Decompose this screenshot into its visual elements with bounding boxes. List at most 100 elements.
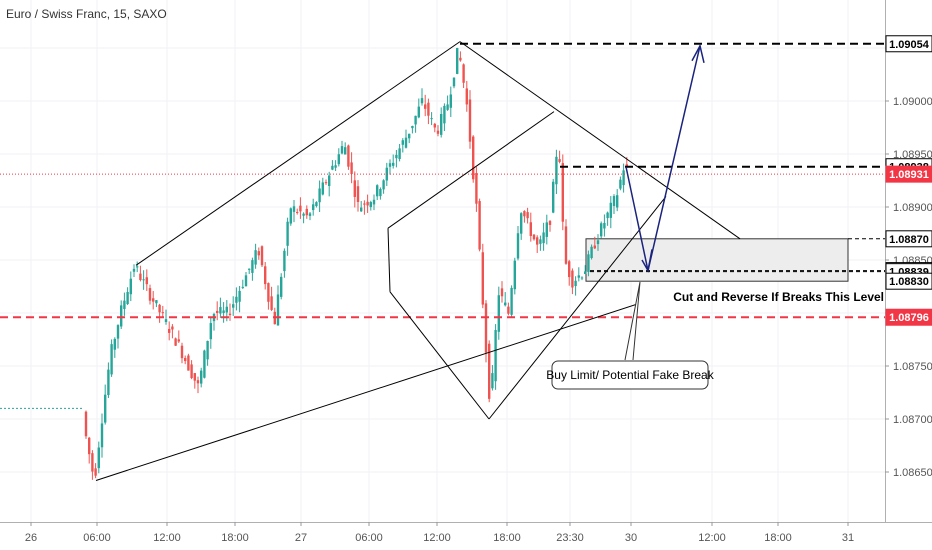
candle-body: [516, 233, 520, 259]
arrow-head-down: [641, 249, 653, 273]
candle-body: [507, 306, 510, 314]
candle-body: [382, 180, 385, 190]
candle-body: [548, 221, 552, 225]
candle-body: [97, 447, 100, 469]
candle-body: [104, 394, 107, 423]
candle-body: [520, 213, 523, 234]
candle-body: [513, 260, 516, 290]
candle-body: [328, 175, 331, 186]
candle-body: [238, 290, 241, 302]
candle-body: [574, 280, 577, 287]
callout-box: [551, 360, 709, 390]
candle-body: [417, 106, 420, 118]
candle-body: [344, 147, 347, 155]
candle-body: [494, 330, 497, 382]
candle-body: [529, 222, 532, 236]
candle-body: [270, 296, 273, 310]
candle-body: [142, 279, 145, 281]
candle-body: [340, 146, 344, 154]
candle-body: [462, 64, 465, 83]
candle-body: [376, 185, 379, 197]
candle-body: [110, 344, 113, 375]
candle-body: [184, 357, 187, 362]
candle-body: [196, 380, 200, 384]
buy-zone-rect: [585, 238, 849, 282]
candle-body: [436, 130, 440, 134]
candle-body: [500, 288, 504, 297]
candle-body: [232, 304, 235, 308]
candle-body: [523, 211, 526, 217]
y-tick-label: 1.08750: [893, 361, 932, 373]
candle-body: [132, 268, 136, 272]
price-level-tag: [885, 35, 932, 53]
candle-body: [305, 208, 308, 216]
candle-body: [315, 202, 318, 207]
candle-body: [484, 303, 488, 353]
x-tick-label: 30: [625, 532, 637, 544]
candle-body: [286, 221, 289, 246]
candle-body: [155, 300, 158, 304]
candle-body: [440, 113, 443, 135]
candle-body: [244, 275, 248, 287]
price-level-tag: [885, 272, 932, 290]
candle-body: [209, 323, 212, 340]
wedge-down-line: [389, 291, 490, 420]
candle-body: [552, 181, 555, 213]
x-tick-label: 18:00: [493, 532, 521, 544]
candle-body: [347, 145, 350, 167]
candle-body: [324, 182, 328, 184]
price-level-tag: [885, 308, 932, 326]
y-tick-label: 1.08950: [893, 149, 932, 161]
candle-body: [308, 213, 312, 216]
x-tick-label: 12:00: [153, 532, 181, 544]
candle-body: [129, 278, 132, 295]
candle-body: [468, 99, 472, 142]
candle-body: [561, 163, 564, 222]
candle-body: [481, 252, 484, 305]
candle-body: [187, 355, 190, 371]
candle-body: [504, 302, 507, 306]
price-level-tag: [885, 230, 932, 248]
chart-title: Euro / Swiss Franc, 15, SAXO: [6, 7, 167, 21]
x-tick-label: 18:00: [764, 532, 792, 544]
candle-body: [536, 237, 539, 245]
candle-body: [433, 123, 436, 128]
candle-body: [257, 251, 260, 256]
candle-body: [609, 202, 612, 218]
y-tick-label: 1.09100: [893, 0, 932, 2]
candle-body: [625, 164, 628, 167]
candle-body: [385, 167, 388, 181]
pattern-drawings: [95, 41, 741, 481]
candle-body: [219, 307, 222, 314]
candle-body: [452, 77, 456, 87]
candle-body: [526, 212, 529, 219]
candle-body: [356, 186, 360, 202]
candle-body: [497, 295, 500, 332]
candle-body: [222, 310, 225, 314]
candle-body: [555, 156, 558, 185]
candle-body: [107, 369, 110, 396]
candle-body: [312, 204, 315, 211]
candle-body: [353, 180, 356, 197]
candle-body: [593, 245, 596, 249]
candle-body: [145, 277, 148, 285]
channel-upper-line-a: [135, 41, 461, 266]
x-tick-label: 06:00: [355, 532, 383, 544]
candle-body: [318, 188, 321, 203]
candle-body: [596, 240, 600, 245]
candle-body: [590, 246, 593, 258]
candle-body: [216, 310, 219, 314]
candle-body: [116, 325, 120, 339]
candle-body: [360, 207, 363, 212]
x-tick-label: 23:30: [556, 532, 584, 544]
cut-reverse-label: Cut and Reverse If Breaks This Level: [673, 290, 884, 304]
candle-body: [600, 223, 603, 237]
x-tick-label: 12:00: [423, 532, 451, 544]
candle-body: [91, 453, 94, 472]
candle-body: [465, 88, 468, 105]
time-axis: 26 06:00 12:00 18:00 27 06:00 12:00 18:00 23:30 3…: [0, 522, 932, 544]
candle-body: [180, 345, 184, 359]
grid: [0, 0, 885, 522]
candle-body: [395, 154, 398, 159]
